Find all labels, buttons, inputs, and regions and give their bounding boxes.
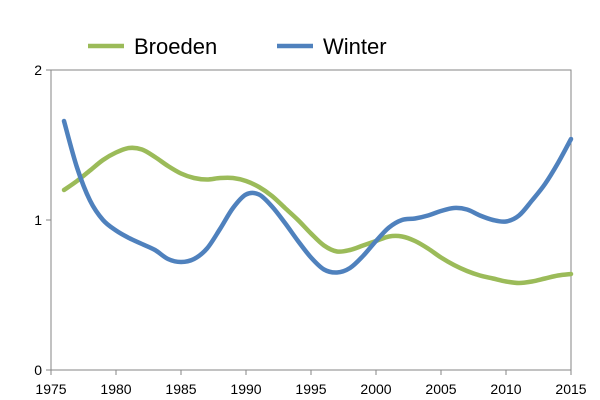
x-tick-label: 1990 (230, 381, 261, 397)
series-line-broeden (61, 145, 574, 286)
series-line-winter (61, 118, 574, 275)
x-tick-label: 2010 (490, 381, 521, 397)
legend-label-winter: Winter (323, 34, 387, 59)
legend-label-broeden: Broeden (134, 34, 217, 59)
x-tick-label: 2000 (360, 381, 391, 397)
y-tick-label: 0 (34, 362, 42, 378)
x-tick-label: 2015 (555, 381, 586, 397)
x-tick-label: 1995 (295, 381, 326, 397)
y-axis: 0 1 2 (34, 62, 51, 378)
x-tick-label: 1985 (165, 381, 196, 397)
x-tick-label: 1980 (100, 381, 131, 397)
x-tick-label: 1975 (35, 381, 66, 397)
y-tick-label: 2 (34, 62, 42, 78)
x-axis: 1975 1980 1985 1990 1995 2000 2005 2010 2015 (35, 370, 587, 397)
x-tick-label: 2005 (425, 381, 456, 397)
series-lines (61, 118, 574, 286)
legend: Broeden Winter (88, 34, 387, 59)
y-tick-label: 1 (34, 212, 42, 228)
